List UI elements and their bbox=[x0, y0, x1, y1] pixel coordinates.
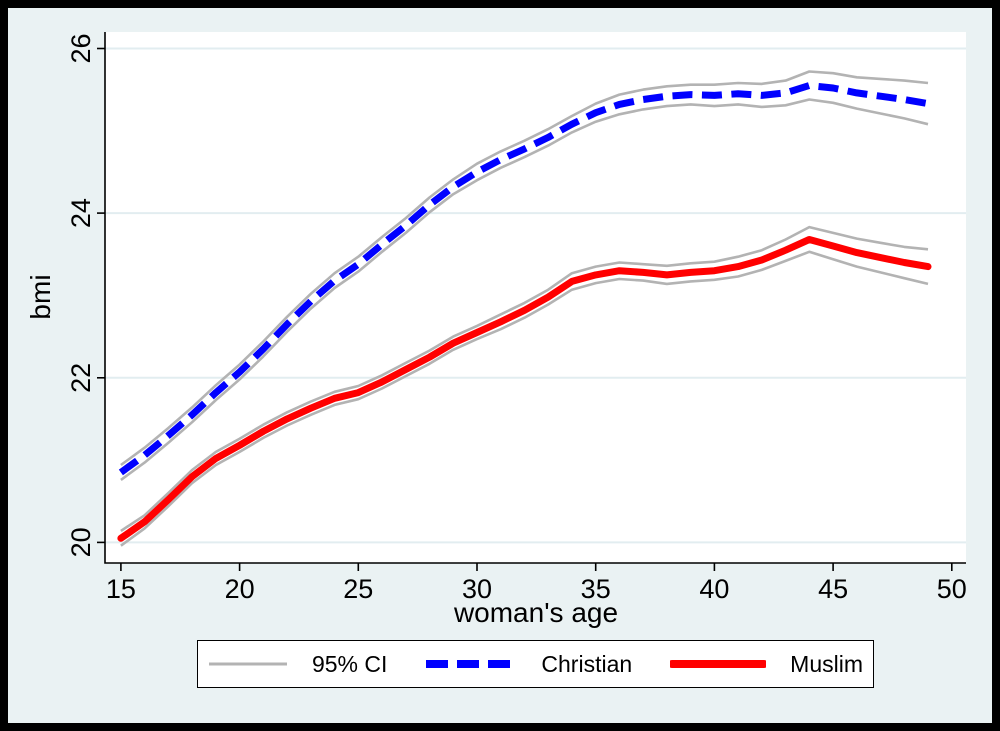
legend-item-muslim: Muslim bbox=[670, 650, 864, 677]
legend-item-ci: 95% CI bbox=[208, 650, 388, 677]
y-gridlines bbox=[105, 47, 966, 544]
svg-text:40: 40 bbox=[699, 574, 729, 604]
muslim-line-sample bbox=[670, 660, 767, 668]
tick-labels: 15 20 25 30 35 40 45 50 20 22 24 26 bbox=[66, 33, 967, 604]
series-line-christian bbox=[118, 82, 929, 476]
svg-text:20: 20 bbox=[225, 574, 255, 604]
y-axis-title: bmi bbox=[25, 274, 56, 319]
figure-background: 15 20 25 30 35 40 45 50 20 22 24 26 woman's age bmi 9… bbox=[8, 8, 992, 723]
series-line-muslim bbox=[117, 236, 932, 542]
ci-lines bbox=[120, 70, 929, 547]
svg-text:25: 25 bbox=[343, 574, 373, 604]
svg-text:45: 45 bbox=[818, 574, 848, 604]
ci-line-sample bbox=[208, 662, 287, 666]
svg-text:22: 22 bbox=[66, 363, 96, 393]
legend-label-christian: Christian bbox=[541, 650, 633, 677]
legend-label-ci: 95% CI bbox=[311, 650, 388, 677]
legend-item-christian: Christian bbox=[425, 650, 633, 677]
legend-label-muslim: Muslim bbox=[790, 650, 864, 677]
x-axis-title: woman's age bbox=[453, 597, 618, 628]
svg-text:50: 50 bbox=[937, 574, 967, 604]
axis-ticks bbox=[97, 47, 953, 571]
svg-text:15: 15 bbox=[106, 574, 136, 604]
svg-text:26: 26 bbox=[66, 33, 96, 63]
svg-text:30: 30 bbox=[462, 574, 492, 604]
christian-line-sample bbox=[426, 660, 517, 668]
svg-text:35: 35 bbox=[581, 574, 611, 604]
svg-text:20: 20 bbox=[66, 527, 96, 557]
axis-lines bbox=[104, 32, 966, 564]
svg-text:24: 24 bbox=[66, 198, 96, 228]
legend: 95% CI Christian Muslim bbox=[197, 640, 874, 688]
